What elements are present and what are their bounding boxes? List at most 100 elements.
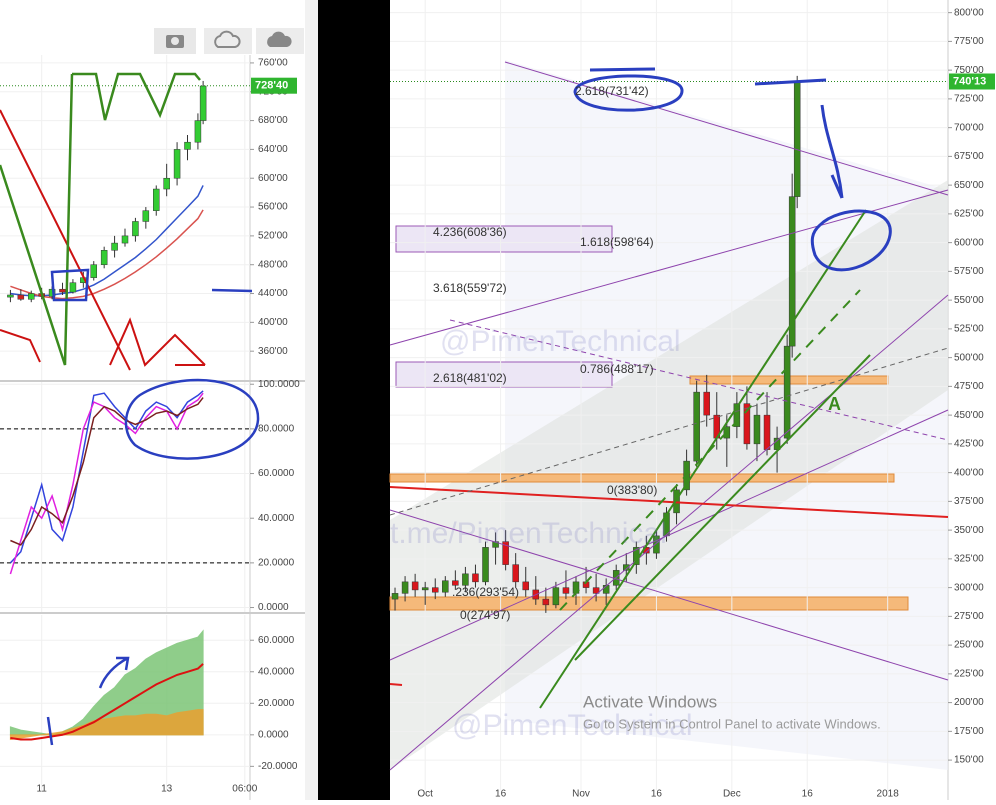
y-tick-label: 440'00 — [258, 288, 288, 299]
fib-label: 0.786(488'17) — [580, 362, 654, 376]
y-tick-label: 20.0000 — [258, 558, 295, 569]
candle-body — [142, 210, 150, 222]
y-tick-label: 200'00 — [954, 697, 984, 708]
y-tick-label: 650'00 — [954, 180, 984, 191]
candle-body — [562, 587, 570, 594]
x-tick-label: 13 — [161, 784, 173, 795]
camera-lens — [171, 37, 179, 45]
y-tick-label: 400'00 — [954, 467, 984, 478]
y-tick-label: -20.0000 — [258, 761, 298, 772]
watermark: t.me/PimenTechnical — [390, 517, 667, 550]
hand-arrow — [820, 104, 844, 199]
pattern-label: A — [828, 394, 841, 414]
x-tick-label: Dec — [723, 789, 741, 800]
candle-body — [472, 573, 479, 583]
left-line — [0, 317, 206, 367]
activation-text: Go to System in Control Panel to activat… — [583, 716, 881, 731]
trend-line — [449, 319, 949, 441]
candle-body — [7, 294, 14, 298]
candle-body — [121, 235, 129, 244]
candle-body — [111, 242, 118, 251]
watermark: @PimenTechnical — [452, 709, 693, 742]
y-tick-label: 750'00 — [954, 65, 984, 76]
y-tick-label: 325'00 — [954, 554, 984, 565]
y-tick-label: 520'00 — [258, 231, 288, 242]
y-tick-label: 760'00 — [258, 58, 288, 69]
hand-ellipse — [810, 209, 892, 272]
candle-body — [512, 564, 519, 583]
x-tick-label: 2018 — [877, 789, 900, 800]
candle-body — [163, 177, 170, 190]
candle-body — [462, 573, 469, 586]
hand-ellipse — [573, 67, 684, 112]
hand-stroke — [46, 716, 54, 746]
y-tick-label: 40.0000 — [258, 666, 295, 677]
candle-body — [194, 120, 202, 143]
candle-body — [703, 391, 710, 416]
trend-line — [389, 294, 949, 771]
candle-body — [763, 414, 771, 450]
upload-icon — [267, 31, 292, 47]
y-tick-label: 425'00 — [954, 439, 984, 450]
fib-label: 4.236(608'36) — [433, 225, 507, 239]
fib-box — [395, 361, 613, 388]
x-tick-label: 06:00 — [232, 784, 257, 795]
y-tick-label: 525'00 — [954, 324, 984, 335]
candle-body — [793, 81, 801, 197]
y-tick-label: 175'00 — [954, 726, 984, 737]
candle-body — [173, 149, 181, 179]
y-tick-label: 20.0000 — [258, 698, 295, 709]
left-line — [0, 73, 74, 366]
candle-body — [28, 293, 35, 300]
y-tick-label: 560'00 — [258, 202, 288, 213]
candle-body — [753, 414, 761, 445]
toolbar-buttons — [154, 28, 304, 54]
y-tick-label: 575'00 — [954, 266, 984, 277]
y-tick-label: 700'00 — [954, 122, 984, 133]
candle-body — [602, 585, 610, 594]
y-tick-label: 800'00 — [954, 7, 984, 18]
candle-body — [482, 547, 489, 583]
y-tick-label: 350'00 — [954, 525, 984, 536]
y-tick-label: 600'00 — [258, 173, 288, 184]
y-tick-label: 225'00 — [954, 668, 984, 679]
candle-body — [783, 345, 791, 439]
area — [9, 709, 204, 741]
candle-body — [552, 587, 560, 606]
fib-label: 3.618(559'72) — [433, 281, 507, 295]
candle-body — [653, 535, 660, 554]
trend-line — [389, 409, 949, 661]
candle-body — [90, 264, 97, 278]
candle-body — [17, 294, 25, 300]
download-icon — [214, 30, 241, 48]
candle-body — [788, 196, 796, 347]
y-tick-label: 625'00 — [954, 209, 984, 220]
y-tick-label: 0.0000 — [258, 602, 289, 613]
x-tick-label: 16 — [495, 789, 507, 800]
x-tick-label: 16 — [651, 789, 663, 800]
fib-label: .236(293'54) — [452, 585, 519, 599]
y-tick-label: 675'00 — [954, 151, 984, 162]
oscillator-line — [10, 397, 204, 546]
candle-body — [184, 141, 191, 150]
y-tick-label: 60.0000 — [258, 635, 295, 646]
drawings — [0, 61, 949, 771]
line — [10, 663, 204, 741]
trend-line — [389, 486, 949, 518]
tick — [389, 683, 403, 686]
fib-label: 0(274'97) — [460, 608, 510, 622]
y-tick-label: 475'00 — [954, 381, 984, 392]
candle-body — [623, 564, 630, 571]
trend-line — [389, 509, 949, 681]
candle-body — [401, 581, 409, 594]
candle-body — [492, 541, 499, 548]
x-tick-label: Nov — [572, 789, 590, 800]
y-tick-label: 680'00 — [258, 115, 288, 126]
candle-body — [522, 581, 529, 591]
y-tick-label: 300'00 — [954, 582, 984, 593]
candle-body — [100, 250, 108, 265]
oscillator-line — [9, 392, 204, 575]
